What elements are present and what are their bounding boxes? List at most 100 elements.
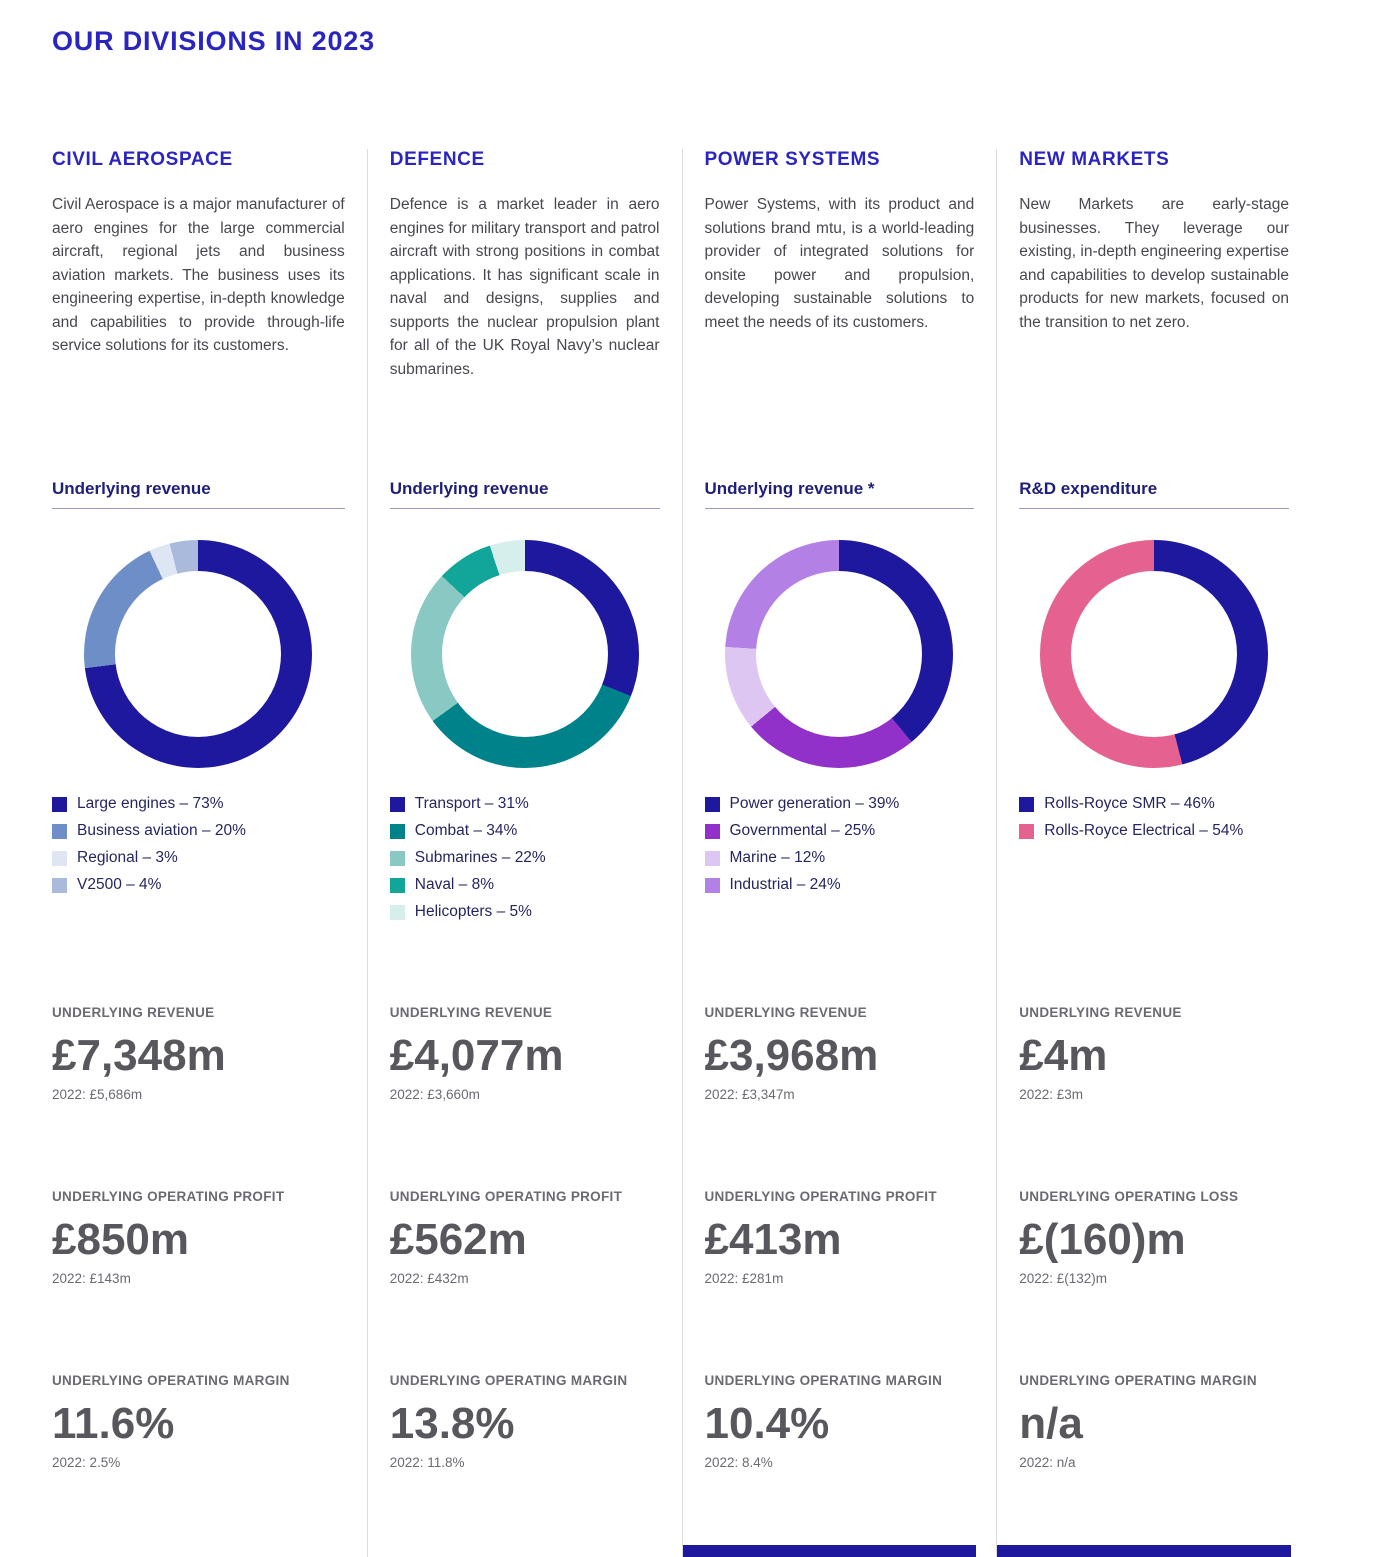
legend-label: Transport – 31% bbox=[414, 795, 529, 812]
legend-swatch bbox=[389, 823, 405, 839]
metric-prior-year: 2022: n/a bbox=[1019, 1455, 1076, 1470]
metric-underlying-revenue: UNDERLYING REVENUE £4m 2022: £3m bbox=[1019, 1005, 1289, 1103]
legend-item: Power generation – 39% bbox=[704, 795, 975, 813]
legend-label: V2500 – 4% bbox=[77, 876, 162, 893]
chart-legend: Large engines – 73% Business aviation – … bbox=[52, 795, 345, 991]
division-title: DEFENCE bbox=[389, 149, 485, 170]
chart-legend: Transport – 31% Combat – 34% Submarines … bbox=[389, 795, 660, 991]
metric-value: 11.6% bbox=[52, 1399, 175, 1448]
donut-chart-wrap bbox=[1019, 535, 1289, 773]
metric-label: UNDERLYING OPERATING MARGIN bbox=[52, 1373, 290, 1388]
legend-swatch bbox=[704, 823, 720, 839]
metric-operating-loss: UNDERLYING OPERATING LOSS £(160)m 2022: … bbox=[1019, 1189, 1289, 1287]
metric-prior-year: 2022: 8.4% bbox=[704, 1455, 773, 1470]
legend-item: V2500 – 4% bbox=[52, 876, 345, 894]
metric-label: UNDERLYING OPERATING MARGIN bbox=[389, 1373, 628, 1388]
metric-label: UNDERLYING REVENUE bbox=[704, 1005, 867, 1020]
donut-hole bbox=[441, 571, 608, 737]
legend-swatch bbox=[389, 904, 405, 920]
next-section-band bbox=[997, 1545, 1291, 1557]
legend-swatch bbox=[704, 877, 720, 893]
legend-item: Helicopters – 5% bbox=[389, 903, 660, 921]
metric-prior-year: 2022: £3,347m bbox=[704, 1087, 795, 1102]
metric-value: £3,968m bbox=[704, 1031, 879, 1080]
legend-swatch bbox=[1019, 823, 1035, 839]
metric-label: UNDERLYING OPERATING MARGIN bbox=[704, 1373, 943, 1388]
page-title: OUR DIVISIONS IN 2023 bbox=[52, 26, 375, 56]
legend-label: Naval – 8% bbox=[414, 876, 495, 893]
legend-swatch bbox=[52, 823, 67, 839]
metric-prior-year: 2022: 2.5% bbox=[52, 1455, 121, 1470]
legend-item: Governmental – 25% bbox=[704, 822, 975, 840]
metric-value: £562m bbox=[389, 1215, 527, 1264]
legend-label: Business aviation – 20% bbox=[77, 822, 246, 839]
metric-value: £413m bbox=[704, 1215, 842, 1264]
legend-swatch bbox=[52, 796, 67, 812]
legend-item: Marine – 12% bbox=[704, 849, 975, 867]
legend-item: Large engines – 73% bbox=[52, 795, 345, 813]
legend-item: Business aviation – 20% bbox=[52, 822, 345, 840]
legend-label: Regional – 3% bbox=[77, 849, 178, 866]
legend-swatch bbox=[389, 796, 405, 812]
donut-hole bbox=[115, 571, 282, 737]
metrics-block: UNDERLYING REVENUE £4m 2022: £3m UNDERLY… bbox=[1019, 1005, 1289, 1471]
metric-prior-year: 2022: 11.8% bbox=[389, 1455, 465, 1470]
division-description: Power Systems, with its product and solu… bbox=[704, 196, 975, 331]
metric-label: UNDERLYING OPERATING PROFIT bbox=[389, 1189, 623, 1204]
metric-operating-margin: UNDERLYING OPERATING MARGIN 10.4% 2022: … bbox=[705, 1373, 975, 1471]
donut-chart bbox=[725, 540, 954, 768]
legend-swatch bbox=[704, 850, 720, 866]
metric-underlying-revenue: UNDERLYING REVENUE £4,077m 2022: £3,660m bbox=[390, 1005, 660, 1103]
legend-item: Regional – 3% bbox=[52, 849, 345, 867]
report-page: OUR DIVISIONS IN 2023 CIVIL AEROSPACE Ci… bbox=[52, 26, 1291, 1557]
legend-swatch bbox=[389, 850, 405, 866]
metric-value: £7,348m bbox=[52, 1031, 226, 1080]
metric-prior-year: 2022: £3,660m bbox=[389, 1087, 480, 1102]
metric-label: UNDERLYING OPERATING MARGIN bbox=[1019, 1373, 1257, 1388]
legend-label: Industrial – 24% bbox=[729, 876, 841, 893]
metric-value: 10.4% bbox=[704, 1399, 830, 1448]
division-title: POWER SYSTEMS bbox=[704, 149, 881, 170]
legend-swatch bbox=[389, 877, 405, 893]
donut-chart-wrap bbox=[705, 535, 975, 773]
legend-item: Industrial – 24% bbox=[704, 876, 975, 894]
donut-chart bbox=[84, 540, 313, 768]
metric-operating-margin: UNDERLYING OPERATING MARGIN 11.6% 2022: … bbox=[52, 1373, 345, 1471]
metric-prior-year: 2022: £432m bbox=[389, 1271, 469, 1286]
metric-prior-year: 2022: £3m bbox=[1019, 1087, 1084, 1102]
legend-label: Helicopters – 5% bbox=[414, 903, 532, 920]
division-column-new-markets: NEW MARKETS New Markets are early-stage … bbox=[996, 149, 1311, 1557]
division-title: CIVIL AEROSPACE bbox=[52, 149, 233, 170]
legend-item: Combat – 34% bbox=[389, 822, 660, 840]
metric-prior-year: 2022: £281m bbox=[704, 1271, 784, 1286]
metric-operating-profit: UNDERLYING OPERATING PROFIT £562m 2022: … bbox=[390, 1189, 660, 1287]
division-column-civil-aerospace: CIVIL AEROSPACE Civil Aerospace is a maj… bbox=[52, 149, 367, 1557]
division-description: New Markets are early-stage businesses. … bbox=[1019, 196, 1289, 331]
metrics-block: UNDERLYING REVENUE £4,077m 2022: £3,660m… bbox=[390, 1005, 660, 1471]
metric-value: 13.8% bbox=[389, 1399, 515, 1448]
donut-hole bbox=[1071, 571, 1238, 737]
division-description: Defence is a market leader in aero engin… bbox=[389, 196, 660, 378]
legend-label: Submarines – 22% bbox=[414, 849, 546, 866]
legend-swatch bbox=[1019, 796, 1035, 812]
division-column-power-systems: POWER SYSTEMS Power Systems, with its pr… bbox=[681, 149, 997, 1557]
division-column-defence: DEFENCE Defence is a market leader in ae… bbox=[366, 149, 682, 1557]
division-title: NEW MARKETS bbox=[1019, 149, 1170, 170]
metrics-block: UNDERLYING REVENUE £3,968m 2022: £3,347m… bbox=[705, 1005, 975, 1471]
donut-chart bbox=[410, 540, 639, 768]
donut-chart bbox=[1040, 540, 1269, 768]
metric-operating-profit: UNDERLYING OPERATING PROFIT £850m 2022: … bbox=[52, 1189, 345, 1287]
legend-item: Rolls-Royce Electrical – 54% bbox=[1019, 822, 1289, 840]
donut-chart-wrap bbox=[52, 535, 345, 773]
legend-swatch bbox=[52, 877, 67, 893]
metric-label: UNDERLYING OPERATING PROFIT bbox=[704, 1189, 937, 1204]
legend-label: Combat – 34% bbox=[414, 822, 518, 839]
metric-label: UNDERLYING REVENUE bbox=[52, 1005, 215, 1020]
chart-legend: Rolls-Royce SMR – 46% Rolls-Royce Electr… bbox=[1019, 795, 1289, 991]
legend-item: Naval – 8% bbox=[389, 876, 660, 894]
metric-value: £850m bbox=[52, 1215, 190, 1264]
legend-item: Rolls-Royce SMR – 46% bbox=[1019, 795, 1289, 813]
metric-prior-year: 2022: £143m bbox=[52, 1271, 131, 1286]
chart-title: R&D expenditure bbox=[1019, 479, 1289, 509]
legend-label: Rolls-Royce SMR – 46% bbox=[1044, 795, 1215, 812]
